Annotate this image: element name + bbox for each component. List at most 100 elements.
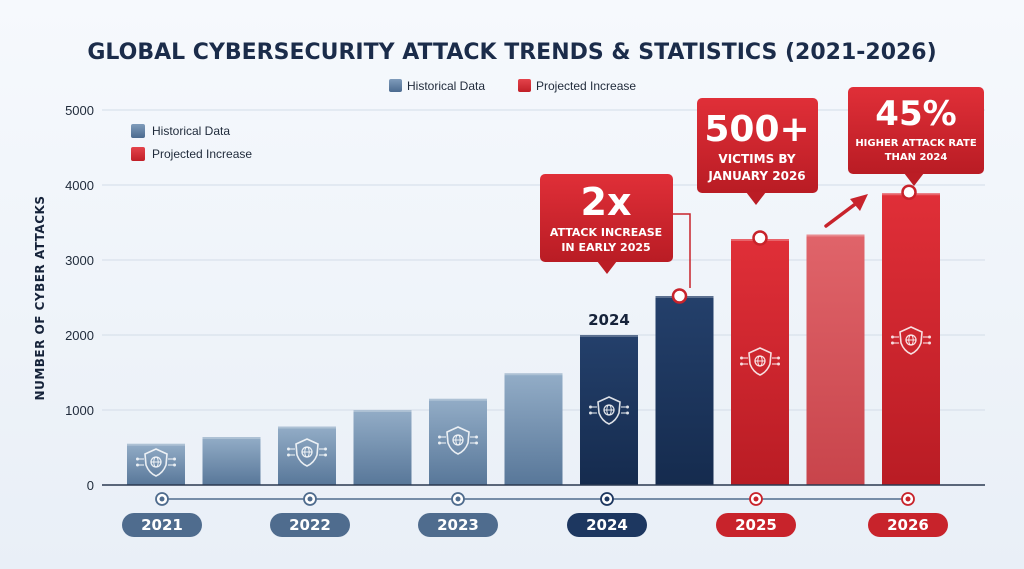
bar-highlight <box>504 373 563 376</box>
bar-highlight <box>202 437 261 439</box>
timeline-dot-icon <box>451 492 465 506</box>
year-pill-label: 2026 <box>887 516 929 534</box>
connector-2x <box>673 213 691 288</box>
bar-marker <box>671 288 688 304</box>
legend-inner-label-historical: Historical Data <box>152 124 230 138</box>
bar <box>731 239 789 485</box>
bar-rect <box>353 410 412 485</box>
legend-swatch-historical <box>389 79 402 92</box>
year-pill: 2023 <box>418 513 498 537</box>
timeline-dot-icon <box>303 492 317 506</box>
bar-marker <box>752 230 768 246</box>
bar-rect <box>429 398 487 485</box>
chart-title: GLOBAL CYBERSECURITY ATTACK TRENDS & STA… <box>87 40 936 65</box>
shield-globe-icon <box>891 326 931 355</box>
bar <box>655 296 714 485</box>
timeline-dot-icon <box>600 492 614 506</box>
bar-highlight <box>278 426 336 429</box>
callout-45: 45% HIGHER ATTACK RATE THAN 2024 <box>848 87 984 186</box>
bar-highlight <box>806 234 865 237</box>
shield-globe-icon <box>287 438 327 467</box>
y-tick-label: 5000 <box>65 103 94 118</box>
shield-globe-icon <box>136 448 176 477</box>
callout-500: 500+ VICTIMS BY JANUARY 2026 <box>697 98 818 205</box>
bar-highlight <box>127 443 185 446</box>
bar-highlight <box>580 335 638 337</box>
bar-label-2024: 2024 <box>588 311 630 329</box>
bar-highlight <box>429 398 487 401</box>
bar <box>202 437 261 485</box>
year-pill-label: 2025 <box>735 516 777 534</box>
bar <box>806 234 865 485</box>
year-pill-bg <box>418 513 498 537</box>
bar-marker <box>901 184 917 200</box>
bar-rect <box>806 234 865 485</box>
legend-label-projected: Projected Increase <box>536 79 636 93</box>
bar-rect <box>731 239 789 485</box>
shield-globe-icon <box>740 347 780 376</box>
bar-rect <box>278 426 336 485</box>
bar <box>278 426 336 485</box>
callout-2x-line1: ATTACK INCREASE <box>550 226 662 239</box>
y-axis-label: NUMBER OF CYBER ATTACKS <box>33 196 47 401</box>
year-pill-bg <box>567 513 647 537</box>
bar-rect <box>655 296 714 485</box>
year-pill-label: 2024 <box>586 516 628 534</box>
callout-connectors <box>671 184 917 304</box>
bar-rect <box>504 373 563 485</box>
year-pill: 2021 <box>122 513 202 537</box>
bar <box>353 410 412 485</box>
year-pill-bg <box>270 513 350 537</box>
year-pill: 2025 <box>716 513 796 537</box>
year-pill-label: 2022 <box>289 516 331 534</box>
year-pill-label: 2023 <box>437 516 479 534</box>
legend-inner-label-projected: Projected Increase <box>152 147 252 161</box>
legend-inner: Historical Data Projected Increase <box>131 124 252 161</box>
year-pill-bg <box>122 513 202 537</box>
legend-label-historical: Historical Data <box>407 79 485 93</box>
callout-2x-line2: IN EARLY 2025 <box>561 241 650 254</box>
year-pill-bg <box>868 513 948 537</box>
y-tick-label: 3000 <box>65 253 94 268</box>
bar <box>127 443 185 485</box>
year-pill: 2022 <box>270 513 350 537</box>
bar <box>429 398 487 485</box>
y-tick-label: 1000 <box>65 403 94 418</box>
bar-rect <box>127 443 185 485</box>
bar <box>882 193 940 485</box>
callout-500-line2: JANUARY 2026 <box>707 169 805 183</box>
timeline <box>155 492 915 506</box>
legend-swatch-projected <box>518 79 531 92</box>
bar-highlight <box>353 410 412 412</box>
year-pill: 2026 <box>868 513 948 537</box>
y-tick-label: 2000 <box>65 328 94 343</box>
trend-arrow-icon <box>824 194 868 228</box>
bar <box>504 373 563 485</box>
year-pill-bg <box>716 513 796 537</box>
legend-top: Historical Data Projected Increase <box>389 79 636 93</box>
y-axis-ticks: 0 1000 2000 3000 4000 5000 <box>65 103 94 493</box>
y-tick-label: 4000 <box>65 178 94 193</box>
callout-2x-value: 2x <box>581 180 632 224</box>
callout-2x: 2x ATTACK INCREASE IN EARLY 2025 <box>540 174 673 274</box>
year-pill-label: 2021 <box>141 516 183 534</box>
callout-45-line1: HIGHER ATTACK RATE <box>855 138 977 149</box>
bars <box>127 193 940 485</box>
bar-rect <box>882 193 940 485</box>
timeline-dot-icon <box>155 492 169 506</box>
year-pill: 2024 <box>567 513 647 537</box>
bar-rect <box>202 437 261 485</box>
year-pills: 2021 2022 2023 2024 2025 2026 <box>122 513 948 537</box>
legend-inner-swatch-historical <box>131 124 145 138</box>
callout-500-line1: VICTIMS BY <box>718 152 795 166</box>
y-tick-label: 0 <box>87 478 94 493</box>
timeline-dot-icon <box>749 492 763 506</box>
shield-globe-icon <box>438 426 478 455</box>
callout-45-value: 45% <box>875 94 956 134</box>
timeline-dot-icon <box>901 492 915 506</box>
callout-500-value: 500+ <box>704 109 809 150</box>
shield-globe-icon <box>589 396 629 425</box>
legend-inner-swatch-projected <box>131 147 145 161</box>
callout-45-line2: THAN 2024 <box>885 152 948 163</box>
